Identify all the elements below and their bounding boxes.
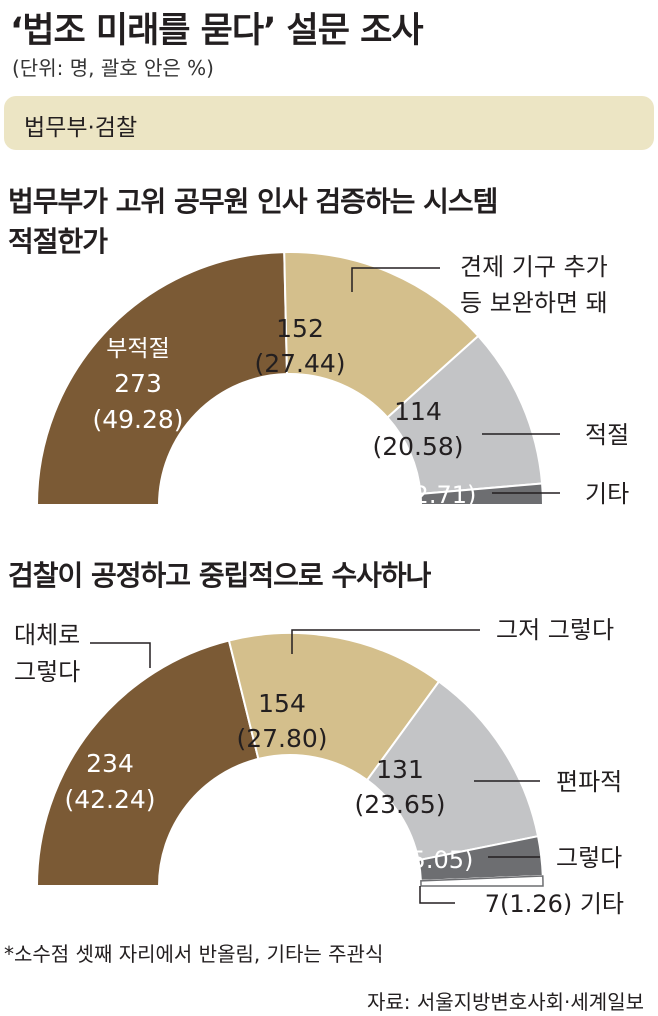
chart2-value-1: 234 xyxy=(86,749,134,778)
section-bar xyxy=(4,96,654,150)
chart2-value-2: 154 xyxy=(258,689,306,718)
chart1-value-1: 273 xyxy=(114,369,162,398)
chart1-label-4: 기타 xyxy=(585,480,629,508)
chart1-pct-1: (49.28) xyxy=(92,405,183,434)
chart1-slice-1 xyxy=(35,251,289,506)
chart2-pct-3: (23.65) xyxy=(354,790,445,819)
source-note: 자료: 서울지방변호사회·세계일보 xyxy=(366,990,644,1014)
chart1-label-inner: 부적절 xyxy=(106,336,169,362)
chart2-slice-5-outline xyxy=(420,875,544,887)
chart2-label-4: 그렇다 xyxy=(556,844,622,872)
chart1-pct-2: (27.44) xyxy=(254,349,345,378)
chart2-title: 검찰이 공정하고 중립적으로 수사하나 xyxy=(8,559,431,592)
chart1-label-3: 적절 xyxy=(585,421,629,449)
chart1-value-2: 152 xyxy=(276,314,324,343)
chart1-title: 법무부가 고위 공무원 인사 검증하는 시스템 xyxy=(8,185,498,218)
chart1-label-2a: 견제 기구 추가 xyxy=(460,253,608,281)
chart1-pct-3: (20.58) xyxy=(372,432,463,461)
chart2-pct-1: (42.24) xyxy=(64,785,155,814)
chart2-value-4: 28(5.05) xyxy=(371,846,474,874)
section-label: 법무부·검찰 xyxy=(24,115,138,141)
chart2-leader-5 xyxy=(419,886,455,904)
chart1-title-line2: 적절한가 xyxy=(8,225,108,258)
chart1-value-3: 114 xyxy=(394,397,442,426)
chart2-label-2: 그저 그렇다 xyxy=(496,616,614,644)
chart1-slice-2 xyxy=(283,251,480,419)
chart2-slice-1 xyxy=(35,639,260,887)
chart2-value-3: 131 xyxy=(376,755,424,784)
chart2-leader-2 xyxy=(291,629,480,654)
chart1-value-4: 15(2.71) xyxy=(374,481,477,509)
chart1-slice-4 xyxy=(419,482,545,506)
chart2-label-5: 7(1.26) 기타 xyxy=(485,890,624,918)
chart1-label-2b: 등 보완하면 돼 xyxy=(460,289,608,317)
chart2-leader-1 xyxy=(90,642,151,668)
page-title: ‘법조 미래를 묻다’ 설문 조사 xyxy=(10,11,424,51)
chart1-leader-2 xyxy=(351,267,440,292)
chart2-pct-2: (27.80) xyxy=(236,724,327,753)
unit-note: (단위: 명, 괄호 안은 %) xyxy=(12,56,214,80)
chart2-label-1a: 대체로 xyxy=(14,621,80,649)
footnote: *소수점 셋째 자리에서 반올림, 기타는 주관식 xyxy=(4,942,384,966)
chart2-slice-2 xyxy=(227,632,441,782)
chart2-label-3: 편파적 xyxy=(556,768,622,796)
chart2-label-1b: 그렇다 xyxy=(14,658,80,686)
